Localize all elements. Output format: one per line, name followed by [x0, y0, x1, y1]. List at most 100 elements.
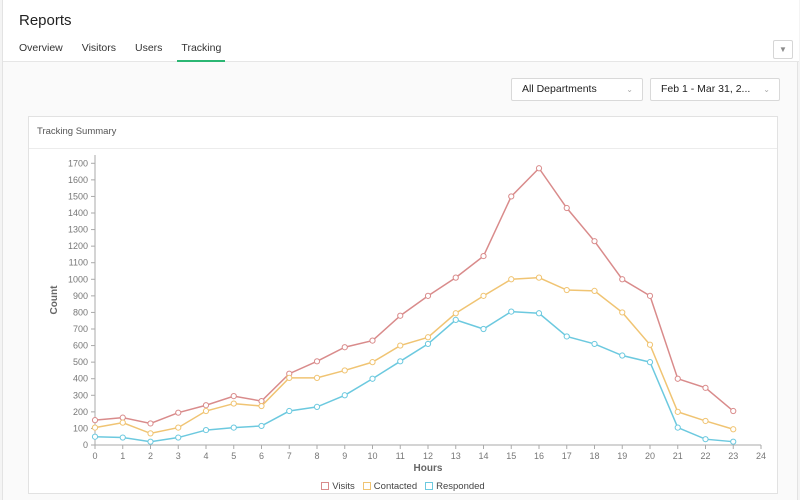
x-tick-label: 7 — [287, 451, 292, 461]
series-line-contacted — [94, 276, 734, 435]
legend-label: Contacted — [373, 480, 418, 492]
date-range-value: Feb 1 - Mar 31, 2... — [661, 83, 751, 95]
data-point-responded — [230, 424, 237, 431]
data-point-visits — [202, 402, 210, 409]
data-point-contacted — [119, 419, 126, 426]
data-point-responded — [535, 310, 543, 317]
y-tick-label: 900 — [73, 291, 88, 301]
data-point-visits — [341, 344, 348, 351]
data-point-responded — [341, 392, 348, 399]
x-tick-label: 1 — [120, 451, 125, 461]
data-point-visits — [175, 409, 182, 416]
data-point-contacted — [286, 374, 293, 381]
x-tick-label: 8 — [314, 451, 319, 461]
x-tick-label: 4 — [203, 451, 208, 461]
legend-item-visits[interactable]: Visits — [321, 481, 355, 492]
data-point-contacted — [258, 402, 265, 410]
legend-swatch — [321, 482, 330, 490]
data-point-contacted — [91, 424, 99, 431]
data-point-contacted — [674, 408, 681, 415]
data-point-visits — [535, 165, 543, 172]
tab-overview[interactable]: Overview — [19, 42, 63, 54]
x-tick-label: 22 — [700, 451, 710, 461]
series-line-responded — [94, 310, 734, 443]
collapse-button[interactable]: ▼ — [773, 40, 793, 59]
chevron-down-icon: ⌄ — [626, 85, 633, 94]
data-point-contacted — [147, 430, 154, 437]
data-point-responded — [508, 308, 515, 315]
data-point-responded — [619, 352, 626, 359]
y-tick-label: 400 — [73, 374, 88, 384]
data-point-contacted — [202, 407, 210, 415]
chart-axes — [91, 155, 762, 449]
x-tick-label: 13 — [451, 451, 461, 461]
chart-series — [91, 165, 737, 445]
legend-item-contacted[interactable]: Contacted — [362, 480, 418, 492]
legend-item-responded[interactable]: Responded — [425, 481, 485, 492]
y-tick-label: 1600 — [68, 175, 88, 185]
chevron-down-icon: ▼ — [779, 44, 787, 54]
x-tick-label: 19 — [617, 451, 627, 461]
x-tick-label: 14 — [478, 451, 488, 461]
data-point-visits — [452, 274, 459, 281]
x-tick-label: 11 — [396, 451, 405, 461]
data-point-visits — [646, 292, 654, 299]
data-point-responded — [674, 424, 681, 431]
x-tick-label: 12 — [423, 451, 433, 461]
legend-label: Visits — [332, 480, 355, 492]
chevron-down-icon: ⌄ — [763, 85, 770, 94]
x-tick-label: 18 — [589, 451, 599, 461]
data-point-contacted — [369, 359, 376, 366]
y-tick-label: 600 — [73, 341, 88, 351]
data-point-responded — [119, 434, 126, 441]
data-point-contacted — [397, 342, 404, 349]
x-tick-label: 23 — [728, 451, 738, 461]
tracking-summary-card: Tracking Summary 0 100 200 300 400 500 600 700 8… — [28, 116, 778, 494]
data-point-visits — [91, 417, 99, 424]
data-point-contacted — [619, 309, 626, 316]
series-line-visits — [94, 167, 734, 425]
data-point-visits — [119, 414, 126, 421]
y-tick-label: 0 — [83, 440, 88, 450]
x-tick-label: 24 — [756, 451, 766, 461]
tab-users[interactable]: Users — [135, 42, 163, 54]
y-tick-label: 800 — [73, 307, 88, 317]
data-point-responded — [591, 340, 598, 348]
y-tick-label: 1200 — [68, 241, 88, 251]
y-tick-label: 1700 — [68, 158, 88, 168]
x-tick-label: 10 — [367, 451, 377, 461]
data-point-visits — [508, 193, 515, 200]
page-title: Reports — [19, 12, 72, 29]
data-point-contacted — [563, 286, 570, 294]
data-point-responded — [175, 434, 182, 441]
x-tick-label: 2 — [148, 451, 153, 461]
y-tick-label: 500 — [73, 357, 88, 367]
data-point-contacted — [730, 426, 737, 433]
data-point-contacted — [591, 287, 598, 294]
x-tick-label: 16 — [534, 451, 544, 461]
tracking-chart: 0100200300400500600700800900100011001200… — [49, 155, 766, 474]
x-tick-label: 6 — [259, 451, 264, 461]
chart-labels: 0100200300400500600700800900100011001200… — [49, 158, 766, 474]
data-point-contacted — [341, 367, 348, 374]
y-tick-label: 200 — [73, 407, 88, 417]
tab-tracking[interactable]: Tracking — [177, 38, 226, 62]
x-tick-label: 3 — [176, 451, 181, 461]
data-point-responded — [424, 340, 432, 348]
data-point-contacted — [535, 274, 543, 281]
data-point-contacted — [175, 424, 182, 431]
data-point-visits — [619, 276, 626, 283]
data-point-responded — [202, 426, 210, 434]
data-point-responded — [91, 433, 99, 440]
y-tick-label: 100 — [73, 423, 88, 433]
department-select[interactable]: All Departments ⌄ — [511, 78, 643, 101]
legend-swatch — [362, 482, 371, 490]
x-tick-label: 20 — [645, 451, 655, 461]
date-range-select[interactable]: Feb 1 - Mar 31, 2... ⌄ — [650, 78, 780, 101]
data-point-contacted — [702, 417, 709, 425]
data-point-visits — [563, 204, 570, 212]
tab-visitors[interactable]: Visitors — [81, 42, 116, 54]
data-point-contacted — [424, 334, 432, 341]
data-point-visits — [674, 375, 681, 382]
data-point-contacted — [313, 374, 321, 381]
